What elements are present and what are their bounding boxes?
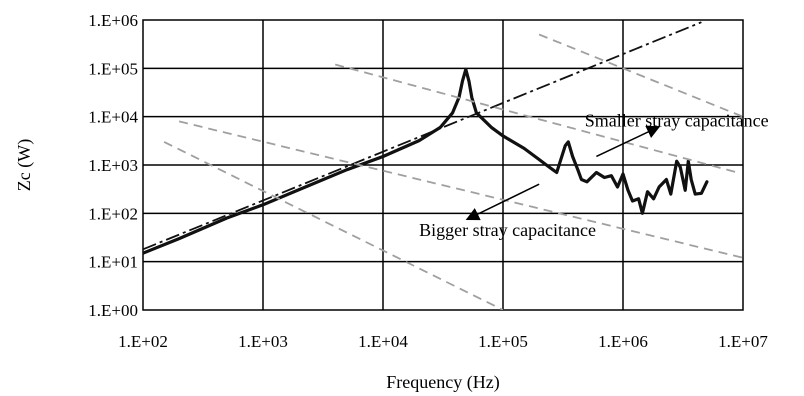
annotation-label: Bigger stray capacitance xyxy=(419,220,596,240)
y-tick-label: 1.E+00 xyxy=(88,301,138,320)
capacitance-guide-line-4 xyxy=(538,33,743,118)
grid-lines xyxy=(143,20,743,310)
x-axis-label: Frequency (Hz) xyxy=(386,372,499,393)
series-layer xyxy=(143,21,743,310)
tick-label-layer: 1.E+02 1.E+03 1.E+04 1.E+05 1.E+06 1.E+07 1.E+… xyxy=(88,11,768,351)
x-tick-label: 1.E+05 xyxy=(478,332,528,351)
annotation-arrow xyxy=(465,183,540,221)
capacitance-guide-line-3 xyxy=(178,120,743,259)
annotation-label: Smaller stray capacitance xyxy=(585,110,769,130)
x-tick-label: 1.E+03 xyxy=(238,332,288,351)
y-tick-label: 1.E+05 xyxy=(88,59,138,78)
capacitance-guide-line-5 xyxy=(163,141,504,310)
trend-line-1 xyxy=(143,21,702,251)
y-tick-label: 1.E+03 xyxy=(88,156,138,175)
impedance-curve-0 xyxy=(143,67,709,255)
plot-frame xyxy=(142,19,744,311)
y-axis-label: Zc (W) xyxy=(14,139,35,191)
capacitance-guide-line-2 xyxy=(334,63,738,174)
y-tick-label: 1.E+02 xyxy=(88,204,138,223)
x-tick-label: 1.E+04 xyxy=(358,332,408,351)
x-tick-label: 1.E+07 xyxy=(718,332,768,351)
annotation-arrow xyxy=(596,125,661,158)
y-tick-label: 1.E+01 xyxy=(88,253,138,272)
x-tick-label: 1.E+06 xyxy=(598,332,648,351)
x-tick-label: 1.E+02 xyxy=(118,332,168,351)
annotation-layer: Smaller stray capacitance Bigger stray ca… xyxy=(419,110,769,240)
y-tick-label: 1.E+06 xyxy=(88,11,138,30)
y-tick-label: 1.E+04 xyxy=(88,108,138,127)
